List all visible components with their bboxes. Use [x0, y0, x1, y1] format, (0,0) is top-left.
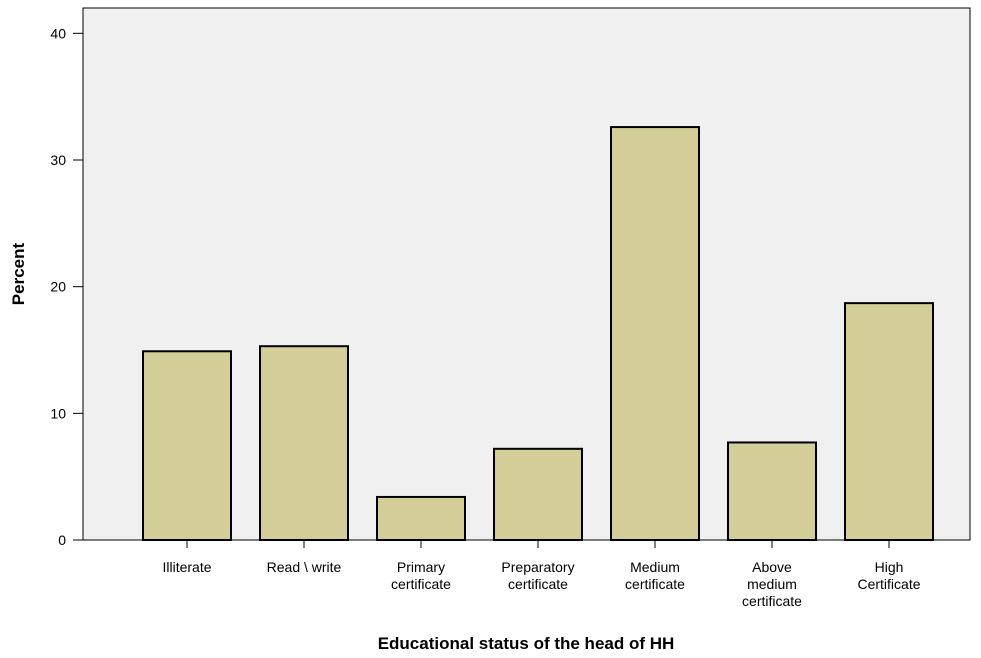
x-axis-title: Educational status of the head of HH [378, 634, 675, 653]
bar [259, 345, 349, 542]
x-tick-label: Primary certificate [391, 559, 451, 592]
x-tick-label: Preparatory certificate [501, 559, 575, 592]
y-tick-label: 20 [50, 279, 66, 295]
y-tick-label: 0 [58, 532, 66, 548]
x-tick-label: Illiterate [162, 559, 212, 575]
bar [727, 441, 817, 542]
x-tick-label: Medium certificate [625, 559, 685, 592]
x-tick-label: Above medium certificate [742, 559, 802, 609]
x-tick-label: High Certificate [857, 559, 921, 592]
x-tick-label: Read \ write [266, 559, 342, 575]
y-tick-label: 40 [50, 25, 66, 41]
bar [493, 447, 583, 541]
y-tick-label: 10 [50, 405, 66, 421]
bar [376, 495, 466, 541]
bar [142, 350, 232, 541]
bar [844, 302, 934, 541]
bar [610, 126, 700, 541]
y-tick-label: 30 [50, 152, 66, 168]
y-axis-title: Percent [9, 242, 28, 305]
